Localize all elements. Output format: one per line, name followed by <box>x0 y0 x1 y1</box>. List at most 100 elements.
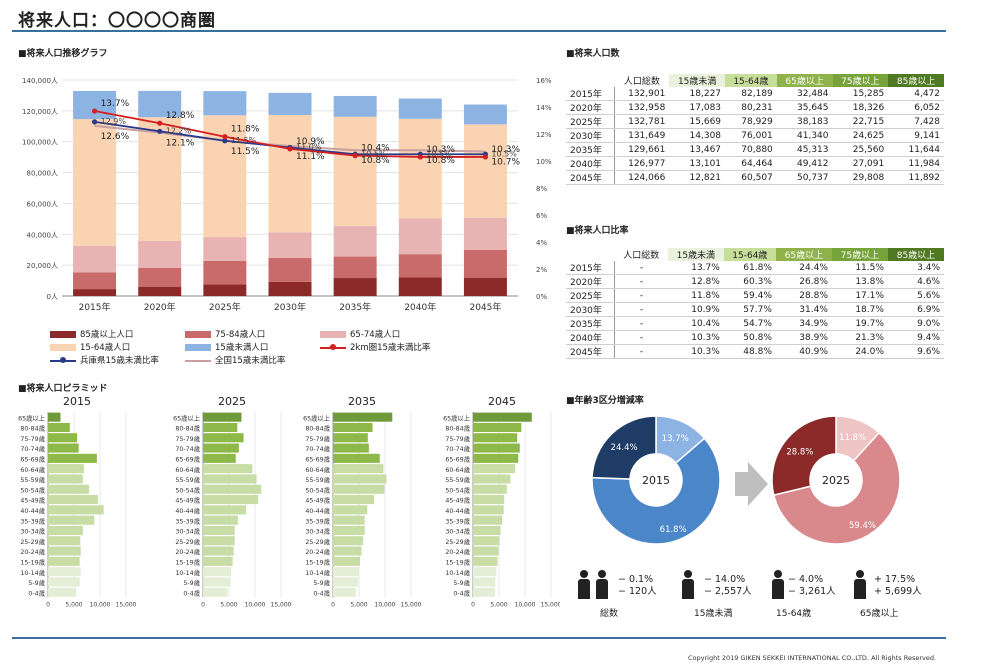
ratio-point <box>157 128 163 134</box>
pyramid-bar <box>48 505 104 515</box>
table-header-cell: 15歳未満 <box>667 248 724 261</box>
pyramid-bar <box>48 567 81 577</box>
bar-segment <box>268 281 312 296</box>
pyramid-bar <box>203 484 262 494</box>
pyramid-age-label: 80-84歳 <box>445 424 470 433</box>
pyramid-age-label: 30-34歳 <box>305 527 330 536</box>
pyramid-age-label: 10-14歳 <box>445 568 470 577</box>
table-cell: 124,066 <box>614 170 670 185</box>
pyramid-age-label: 65-69歳 <box>175 455 200 464</box>
table-cell: 60,507 <box>725 170 777 185</box>
table-cell: 11.5% <box>831 261 888 275</box>
legend-15-64: 15-64歳人口 <box>50 341 130 353</box>
pyramid-age-label: 0-4歳 <box>28 588 45 597</box>
pyramid-age-label: 40-44歳 <box>175 506 200 515</box>
population-table: 人口総数 15歳未満 15-64歳 65歳以上 75歳以上 85歳以上 2015年 132,9… <box>566 74 944 185</box>
pyramid-age-label: 30-34歳 <box>445 527 470 536</box>
top-divider <box>12 30 946 32</box>
bar-segment <box>138 90 182 118</box>
line-label-area: 10.3% <box>426 145 455 155</box>
bar-segment <box>138 267 182 287</box>
age-group-donuts: 13.7% 61.8% 24.4% 2015 11.8% 59.4% 28.8% 2025 <box>591 415 901 545</box>
pyramid-age-label: 80-84歳 <box>175 424 200 433</box>
pyramid-section-title: ■将来人口ピラミッド <box>18 384 108 394</box>
pyramid-bar <box>48 556 80 566</box>
pyramid-x-tick: 10,000 <box>375 601 396 608</box>
legend-pref-line: 兵庫県15歳未満比率 <box>50 354 159 366</box>
table-cell: 5.6% <box>887 288 944 303</box>
pyramid-age-label: 15-19歳 <box>305 558 330 567</box>
pyramid-bar <box>48 587 77 597</box>
pyramid-age-label: 5-9歳 <box>28 578 45 587</box>
table-cell: - <box>614 261 668 275</box>
pyramid-bar <box>473 525 501 535</box>
table-cell: 40.9% <box>775 344 832 359</box>
table-cell: 22,715 <box>832 114 889 129</box>
pyramid-age-label: 50-54歳 <box>445 485 470 494</box>
pyramid-bar <box>473 495 505 505</box>
x-tick-label: 2020年 <box>144 301 176 313</box>
table-cell: 6,052 <box>888 100 944 115</box>
legend-swatch-0-14 <box>185 344 211 351</box>
pyramid-bar <box>333 484 385 494</box>
pyramid-age-label: 5-9歳 <box>313 578 330 587</box>
pyramid-bar <box>48 577 80 587</box>
table-cell: 50.8% <box>723 330 776 345</box>
pyramid-age-label: 55-59歳 <box>445 475 470 484</box>
pyramid-bar <box>48 525 83 535</box>
y-tick-label: 140,000人 <box>22 77 58 85</box>
donut-slice-label: 61.8% <box>660 525 687 535</box>
table-row: 2040年 126,977 13,101 64,464 49,412 27,091 11,9… <box>566 156 944 171</box>
table-cell: 38,183 <box>776 114 833 129</box>
pyramid-bar <box>48 474 83 484</box>
change-pct: − 0.1% <box>618 574 654 585</box>
line-label-pref: 11.0% <box>296 143 322 152</box>
table-cell: 131,649 <box>614 128 670 143</box>
table-cell: 126,977 <box>614 156 670 171</box>
line-label-area: 10.3% <box>491 145 520 155</box>
trend-legend: 85歳以上人口 75-84歳人口 65-74歳人口 15-64歳人口 15歳未満… <box>50 328 520 368</box>
pyramid-age-label: 0-4歳 <box>183 588 200 597</box>
table-cell: 45,313 <box>776 142 833 157</box>
pyramid-age-label: 70-74歳 <box>445 444 470 453</box>
pyramid-age-label: 45-49歳 <box>305 496 330 505</box>
bar-segment <box>463 217 507 251</box>
pyramid-bar <box>333 464 384 474</box>
pyramid-age-label: 70-74歳 <box>20 444 45 453</box>
legend-nat-line: 全国15歳未満比率 <box>185 354 285 366</box>
bar-segment <box>333 278 377 296</box>
legend-0-14: 15歳未満人口 <box>185 341 268 353</box>
pyramid-age-label: 20-24歳 <box>175 547 200 556</box>
bar-segment <box>333 116 377 227</box>
legend-65: 65-74歳人口 <box>320 328 400 340</box>
y-tick-label: 100,000人 <box>22 139 58 147</box>
pyramid-x-tick: 15,000 <box>116 601 137 608</box>
legend-swatch-15-64 <box>50 344 76 351</box>
change-group-label: 65歳以上 <box>860 609 899 619</box>
pyramid-age-label: 25-29歳 <box>175 537 200 546</box>
pyramid-age-label: 65歳以上 <box>18 413 45 422</box>
pyramid-bar <box>473 453 519 463</box>
change-pct: − 14.0% <box>704 574 746 585</box>
table-cell: - <box>614 344 668 359</box>
line-label-nat: 12.1% <box>166 139 195 149</box>
trend-section-title: ■将来人口推移グラフ <box>18 49 108 59</box>
bar-segment <box>463 277 507 296</box>
pyramid-bar <box>333 412 393 422</box>
pyramid-bar <box>333 577 358 587</box>
table-cell: 35,645 <box>776 100 833 115</box>
table-cell: 61.8% <box>723 261 776 275</box>
bar-segment <box>268 232 312 259</box>
bar-segment <box>398 98 442 119</box>
change-pct: + 17.5% <box>874 574 916 585</box>
ratio-point <box>482 154 489 160</box>
pyramid-age-label: 20-24歳 <box>445 547 470 556</box>
table-cell: 10.9% <box>667 302 724 317</box>
table-row: 2045年 124,066 12,821 60,507 50,737 29,808 11,8… <box>566 170 944 185</box>
pyramid-bar <box>203 453 236 463</box>
family-icon <box>576 570 612 600</box>
line-label-pref: 11.5% <box>231 136 257 145</box>
pyramid-bar <box>203 587 228 597</box>
pyramid-x-tick: 10,000 <box>245 601 266 608</box>
table-cell: 7,428 <box>888 114 944 129</box>
